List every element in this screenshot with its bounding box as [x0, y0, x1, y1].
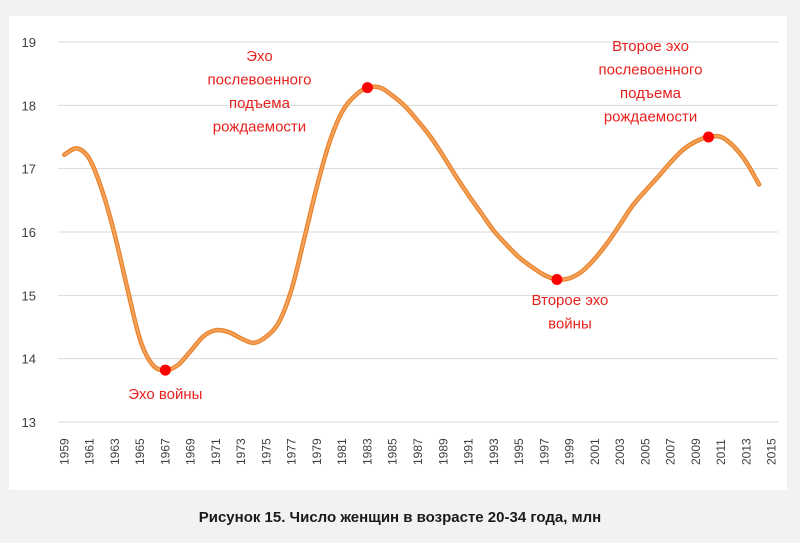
x-tick-label: 2005 — [638, 438, 652, 465]
annotation-marker — [361, 82, 373, 94]
annotation-label: подъема — [229, 95, 291, 112]
annotation-label: рождаемости — [213, 119, 306, 136]
y-tick-label: 14 — [22, 352, 36, 367]
series-line-outline — [62, 84, 762, 373]
x-tick-label: 1993 — [487, 438, 501, 465]
x-tick-label: 1999 — [563, 438, 577, 465]
y-tick-label: 18 — [22, 98, 36, 113]
x-tick-label: 1985 — [386, 438, 400, 465]
x-tick-label: 1987 — [411, 438, 425, 465]
x-tick-label: 1997 — [537, 438, 551, 465]
x-tick-label: 2001 — [588, 438, 602, 465]
x-tick-label: 1967 — [158, 438, 172, 465]
x-tick-label: 1959 — [57, 438, 71, 465]
x-tick-label: 1973 — [234, 438, 248, 465]
x-tick-label: 2003 — [613, 438, 627, 465]
x-tick-label: 1983 — [360, 438, 374, 465]
annotation-label: Эхо войны — [128, 386, 202, 403]
x-tick-label: 1971 — [209, 438, 223, 465]
series-line — [63, 85, 761, 372]
figure-caption: Рисунок 15. Число женщин в возрасте 20-3… — [198, 509, 602, 526]
x-tick-label: 2013 — [739, 438, 753, 465]
annotation-label: Эхо — [246, 48, 272, 65]
x-tick-label: 1989 — [436, 438, 450, 465]
y-tick-label: 16 — [22, 225, 36, 240]
x-tick-label: 1963 — [108, 438, 122, 465]
y-tick-label: 13 — [22, 415, 36, 430]
y-tick-label: 15 — [22, 288, 36, 303]
annotation-label: послевоенного — [207, 72, 311, 89]
x-tick-label: 1975 — [259, 438, 273, 465]
y-tick-label: 17 — [22, 162, 36, 177]
x-tick-label: 1995 — [512, 438, 526, 465]
annotation-marker — [703, 131, 715, 143]
x-tick-label: 2015 — [765, 438, 779, 465]
x-tick-label: 1981 — [335, 438, 349, 465]
x-tick-label: 2007 — [664, 438, 678, 465]
x-tick-label: 1969 — [184, 438, 198, 465]
x-tick-label: 2009 — [689, 438, 703, 465]
x-tick-label: 2011 — [714, 439, 728, 465]
x-tick-label: 1977 — [285, 438, 299, 465]
x-tick-label: 1961 — [83, 438, 97, 465]
annotation-label: послевоенного — [599, 62, 703, 79]
y-tick-label: 19 — [22, 35, 36, 50]
annotation-label: войны — [548, 316, 592, 333]
x-tick-label: 1991 — [462, 438, 476, 465]
annotation-label: рождаемости — [604, 109, 697, 126]
annotation-marker — [551, 274, 563, 285]
annotation-marker — [159, 364, 171, 376]
x-tick-label: 1965 — [133, 438, 147, 465]
annotation-label: подъема — [620, 85, 682, 102]
annotation-label: Второе эхо — [531, 292, 608, 309]
chart-panel — [9, 16, 787, 490]
annotation-label: Второе эхо — [612, 38, 689, 55]
x-tick-label: 1979 — [310, 438, 324, 465]
